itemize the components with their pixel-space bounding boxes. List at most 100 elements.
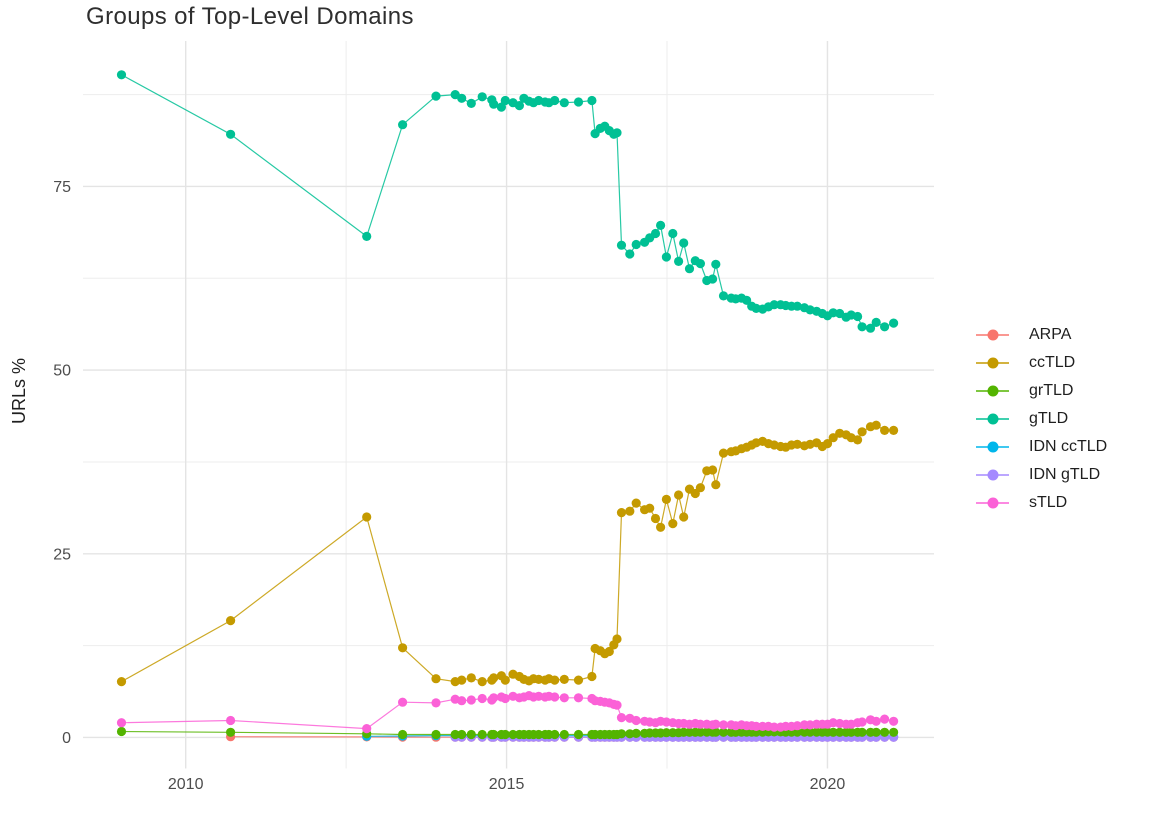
data-point: [880, 727, 890, 737]
data-point: [695, 259, 706, 269]
data-point: [431, 91, 441, 101]
data-point: [857, 427, 867, 437]
legend-label-sTLD: sTLD: [1029, 494, 1068, 511]
data-point: [853, 435, 863, 445]
data-point: [466, 673, 476, 683]
data-point: [661, 494, 672, 504]
legend-key-dot: [987, 413, 998, 425]
series-line-gTLD: [121, 74, 894, 329]
x-tick-label-2010: 2010: [168, 776, 204, 793]
data-point: [550, 95, 560, 106]
data-point: [500, 729, 510, 740]
data-point: [708, 274, 718, 284]
data-point: [889, 727, 899, 737]
legend-item-ccTLD: ccTLD: [976, 349, 1107, 377]
data-point: [711, 719, 721, 729]
data-point: [508, 729, 518, 740]
data-point: [398, 729, 408, 740]
data-point: [889, 716, 899, 726]
data-point: [116, 677, 127, 687]
data-point: [880, 322, 890, 332]
data-point: [550, 675, 560, 685]
data-point: [466, 98, 476, 108]
data-point: [116, 726, 127, 737]
legend-key-ARPA: [976, 327, 1009, 343]
data-point: [500, 675, 510, 685]
data-point: [828, 433, 838, 443]
data-point: [711, 727, 721, 737]
data-point: [500, 95, 510, 106]
data-point: [559, 729, 569, 740]
data-point: [514, 101, 525, 111]
data-point: [718, 448, 729, 458]
data-point: [604, 646, 614, 657]
y-tick-label-50: 50: [53, 363, 71, 380]
x-tick-label-2020: 2020: [810, 776, 846, 793]
data-point: [792, 727, 802, 737]
data-point: [711, 480, 721, 490]
data-point: [871, 317, 881, 327]
data-point: [466, 729, 476, 740]
data-point: [871, 420, 881, 430]
data-point: [457, 93, 467, 103]
legend-label-IDN-gTLD: IDN gTLD: [1029, 466, 1101, 483]
data-point: [668, 228, 678, 239]
data-point: [616, 507, 627, 518]
data-point: [645, 503, 655, 513]
data-point: [587, 671, 597, 682]
data-point: [489, 673, 499, 683]
data-point: [550, 692, 560, 702]
data-point: [559, 693, 569, 703]
data-point: [398, 120, 408, 130]
data-point: [684, 264, 695, 274]
data-point: [708, 465, 718, 475]
data-point: [587, 95, 597, 106]
data-point: [871, 716, 881, 726]
data-point: [853, 311, 863, 322]
legend-key-grTLD: [976, 383, 1009, 399]
data-point: [362, 512, 372, 522]
data-point: [805, 727, 815, 737]
data-point: [612, 128, 622, 138]
data-point: [477, 677, 487, 687]
data-point: [865, 323, 876, 333]
data-point: [431, 698, 441, 708]
data-point: [362, 231, 372, 241]
data-point: [573, 729, 584, 740]
data-point: [116, 718, 127, 728]
data-point: [477, 693, 487, 704]
data-point: [822, 439, 833, 449]
legend-label-grTLD: grTLD: [1029, 382, 1074, 399]
data-point: [792, 721, 802, 731]
data-point: [889, 318, 899, 328]
data-point: [751, 721, 761, 732]
legend-key-gTLD: [976, 411, 1009, 427]
data-point: [116, 70, 127, 80]
data-point: [846, 727, 856, 737]
data-point: [695, 483, 706, 493]
y-tick-label-25: 25: [53, 546, 71, 563]
data-point: [489, 729, 499, 740]
data-point: [679, 512, 689, 522]
legend-key-sTLD: [976, 495, 1009, 511]
data-point: [625, 506, 635, 516]
legend-item-ARPA: ARPA: [976, 321, 1107, 349]
data-point: [616, 240, 627, 250]
legend-key-dot: [987, 497, 998, 509]
data-point: [616, 713, 627, 723]
data-point: [828, 727, 838, 737]
y-tick-label-0: 0: [62, 730, 71, 747]
legend-item-IDN-gTLD: IDN gTLD: [976, 461, 1107, 489]
data-point: [857, 322, 867, 332]
data-point: [489, 99, 499, 109]
series-points-sTLD: [116, 691, 899, 734]
data-point: [889, 425, 899, 435]
data-point: [226, 616, 236, 626]
legend-label-ccTLD: ccTLD: [1029, 354, 1076, 371]
data-point: [650, 228, 661, 239]
data-point: [616, 729, 627, 739]
data-point: [674, 490, 684, 500]
data-point: [573, 693, 584, 703]
data-point: [835, 727, 845, 737]
legend-key-dot: [987, 329, 998, 341]
